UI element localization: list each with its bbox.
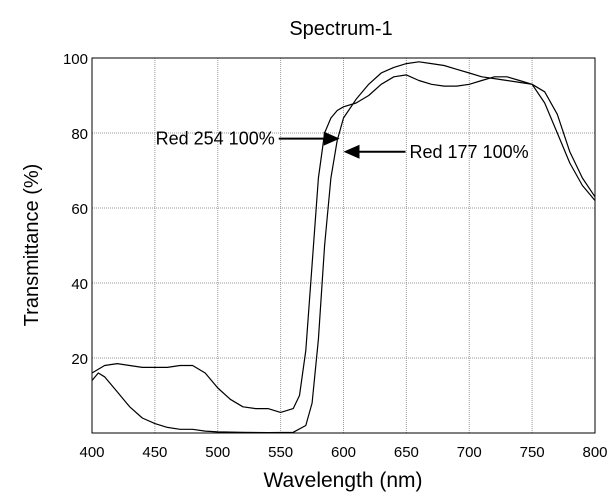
y-axis-label: Transmittance (%) — [21, 164, 43, 327]
x-tick-label: 450 — [142, 444, 167, 461]
series-layer — [91, 61, 596, 434]
y-tick-label: 40 — [71, 276, 88, 293]
y-tick-label: 20 — [71, 351, 88, 368]
chart-title: Spectrum-1 — [289, 18, 392, 40]
x-tick-label: 500 — [205, 444, 230, 461]
x-tick-label: 600 — [331, 444, 356, 461]
x-tick-label: 650 — [394, 444, 419, 461]
x-tick-label: 800 — [582, 444, 607, 461]
annotation-arrow-head — [323, 131, 340, 146]
annotation-label: Red 177 100% — [410, 142, 529, 162]
annotation-arrow-head — [343, 144, 360, 159]
axis-layer: 400 450 500 550 600 650 700 750 800 20 40 60 80 100 — [63, 51, 608, 461]
y-tick-label: 80 — [71, 126, 88, 143]
y-tick-label: 100 — [63, 51, 88, 68]
y-tick-label: 60 — [71, 201, 88, 218]
x-tick-label: 550 — [268, 444, 293, 461]
annotation-label: Red 254 100% — [156, 129, 275, 149]
annotation-layer: Red 254 100% Red 177 100% — [156, 129, 529, 162]
grid-layer — [92, 58, 595, 433]
x-tick-label: 750 — [520, 444, 545, 461]
x-tick-label: 700 — [457, 444, 482, 461]
x-tick-label: 400 — [79, 444, 104, 461]
x-axis-label: Wavelength (nm) — [263, 469, 422, 492]
series-line-red-254-100- — [91, 74, 596, 413]
series-line-red-177-100- — [91, 61, 596, 434]
plot-frame — [91, 57, 596, 434]
